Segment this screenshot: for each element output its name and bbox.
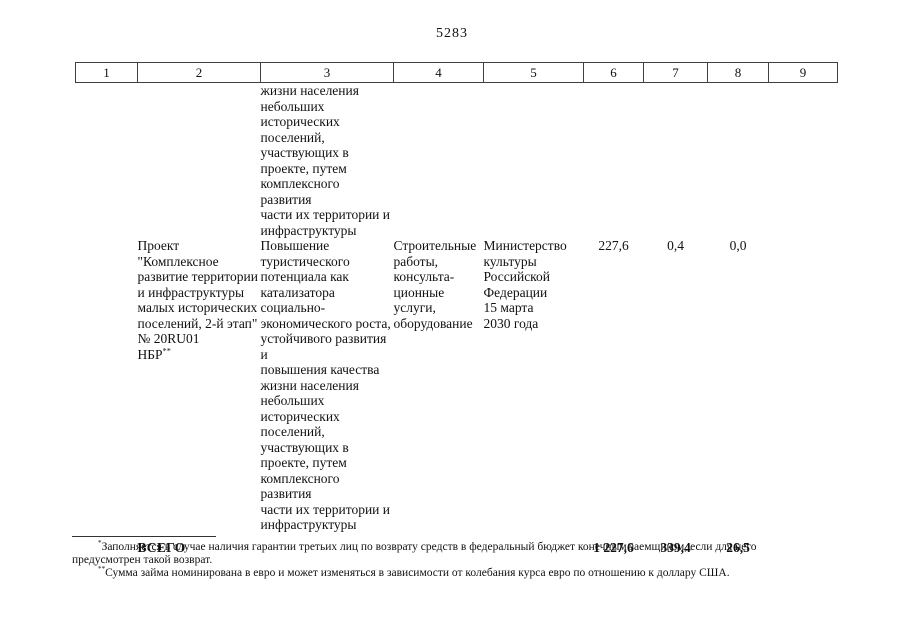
footnote-2-text: Сумма займа номинирована в евро и может … — [105, 567, 730, 579]
page-number: 5283 — [436, 26, 468, 41]
footnote-1: *Заполняется в случае наличия гарантии т… — [72, 539, 826, 567]
project-lender-line: НБР** — [137, 346, 261, 363]
footnote-2: **Сумма займа номинирована в евро и може… — [72, 565, 826, 580]
table-row-project: Проект "Комплексное развитие территории … — [76, 238, 838, 533]
loan-projects-table: 1 2 3 4 5 6 7 8 9 жизни населения неболь… — [75, 62, 838, 555]
lender-abbreviation: НБР — [137, 346, 163, 362]
column-number-4: 4 — [393, 62, 484, 83]
column-numbers-row: 1 2 3 4 5 6 7 8 9 — [75, 62, 838, 83]
amount-col8: 0,0 — [729, 238, 747, 253]
ministry-and-date-text: Министерство культуры Российской Федерац… — [483, 238, 567, 331]
column-number-3: 3 — [260, 62, 394, 83]
procurement-text: Строительные работы, консульта- ционные … — [393, 238, 477, 331]
footnote-ref-marker: ** — [162, 346, 171, 355]
footnote-separator — [72, 536, 216, 537]
project-name-cell: Проект "Комплексное развитие территории … — [138, 238, 261, 533]
total-col7: 339,4 — [660, 539, 691, 555]
footnote-2-marker: ** — [98, 565, 106, 574]
column-number-8: 8 — [707, 62, 769, 83]
column-number-1: 1 — [75, 62, 138, 83]
column-number-7: 7 — [643, 62, 708, 83]
project-name-text: Проект "Комплексное развитие территории … — [137, 238, 258, 346]
footnote-1-marker: * — [98, 539, 102, 548]
column-number-5: 5 — [483, 62, 584, 83]
goal-continuation-text: жизни населения небольших исторических п… — [260, 83, 391, 238]
column-number-9: 9 — [768, 62, 838, 83]
table-row-continuation: жизни населения небольших исторических п… — [76, 83, 838, 239]
amount-col7: 0,4 — [667, 238, 684, 253]
column-number-2: 2 — [137, 62, 261, 83]
amount-col6: 227,6 — [598, 238, 629, 253]
footnotes: *Заполняется в случае наличия гарантии т… — [72, 536, 826, 580]
project-goal-text: Повышение туристического потенциала как … — [260, 238, 391, 532]
total-col6: 1 227,6 — [593, 539, 634, 555]
total-label: ВСЕГО — [137, 539, 186, 555]
column-number-6: 6 — [583, 62, 644, 83]
footnote-1-text: Заполняется в случае наличия гарантии тр… — [72, 541, 757, 566]
table-row-total: ВСЕГО 1 227,6 339,4 26,5 — [76, 540, 838, 556]
total-col8: 26,5 — [726, 539, 750, 555]
